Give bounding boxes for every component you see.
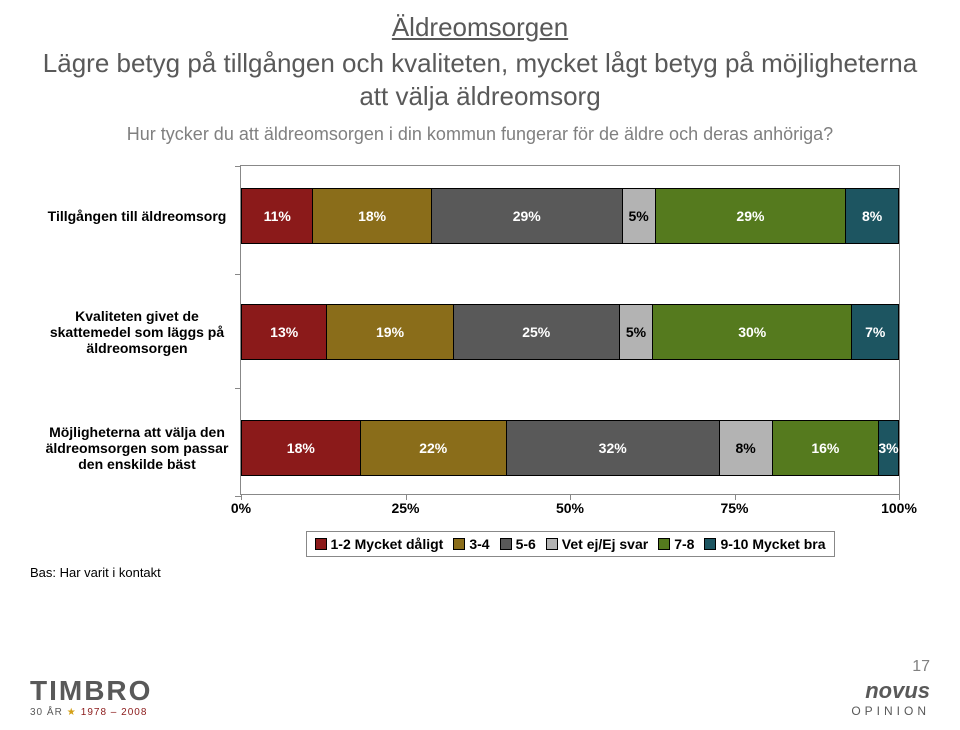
x-tick-label: 25%: [391, 500, 419, 516]
legend-item: 9-10 Mycket bra: [704, 536, 825, 552]
timbro-logo-sub: 30 ÅR ★ 1978 – 2008: [30, 707, 147, 718]
bar-row: Tillgången till äldreomsorg11%18%29%5%29…: [241, 188, 899, 244]
novus-logo-text: novus: [851, 678, 930, 704]
bar-segment: 8%: [846, 188, 899, 244]
legend-item: Vet ej/Ej svar: [546, 536, 648, 552]
bar-segment: 7%: [852, 304, 899, 360]
legend-label: 1-2 Mycket dåligt: [331, 536, 444, 552]
bar-segment: 11%: [241, 188, 313, 244]
star-icon: ★: [67, 707, 77, 718]
x-tick-label: 50%: [556, 500, 584, 516]
legend-swatch: [704, 538, 716, 550]
bar-segment: 13%: [241, 304, 327, 360]
bar-segment: 29%: [656, 188, 847, 244]
y-tick: [235, 166, 241, 167]
bar-row: Möjligheterna att välja den äldreomsorge…: [241, 420, 899, 476]
chart-footnote: Bas: Har varit i kontakt: [30, 565, 930, 580]
x-tick-label: 75%: [720, 500, 748, 516]
bar-segment: 18%: [241, 420, 361, 476]
legend-label: 5-6: [516, 536, 536, 552]
chart-title-rest: Lägre betyg på tillgången och kvaliteten…: [30, 47, 930, 112]
legend-label: 7-8: [674, 536, 694, 552]
legend-swatch: [315, 538, 327, 550]
bar-row: Kvaliteten givet de skattemedel som lägg…: [241, 304, 899, 360]
legend-item: 3-4: [453, 536, 489, 552]
timbro-range: 1978 – 2008: [81, 707, 148, 718]
legend-label: Vet ej/Ej svar: [562, 536, 648, 552]
legend-swatch: [500, 538, 512, 550]
bar-segment: 18%: [313, 188, 431, 244]
bar-row-label: Möjligheterna att välja den äldreomsorge…: [41, 424, 241, 472]
bar-segment: 5%: [620, 304, 653, 360]
bar-segment: 22%: [361, 420, 507, 476]
chart-legend: 1-2 Mycket dåligt 3-4 5-6 Vet ej/Ej svar 7-8…: [306, 531, 835, 557]
legend-swatch: [658, 538, 670, 550]
legend-label: 3-4: [469, 536, 489, 552]
bar-segment: 16%: [773, 420, 879, 476]
bar-segment: 5%: [623, 188, 656, 244]
chart-title-underlined: Äldreomsorgen: [30, 12, 930, 43]
x-tick-label: 0%: [231, 500, 251, 516]
timbro-years: 30 ÅR: [30, 707, 63, 718]
bar-segment: 29%: [432, 188, 623, 244]
legend-item: 1-2 Mycket dåligt: [315, 536, 444, 552]
page-number: 17: [912, 658, 930, 676]
bar-row-label: Kvaliteten givet de skattemedel som lägg…: [41, 308, 241, 356]
novus-logo-sub: OPINION: [851, 704, 930, 718]
y-tick: [235, 274, 241, 275]
timbro-logo-text: TIMBRO: [30, 675, 152, 707]
stacked-bar: 11%18%29%5%29%8%: [241, 188, 899, 244]
bar-segment: 30%: [653, 304, 852, 360]
legend-label: 9-10 Mycket bra: [720, 536, 825, 552]
stacked-bar: 18%22%32%8%16%3%: [241, 420, 899, 476]
bar-segment: 3%: [879, 420, 899, 476]
x-tick-label: 100%: [881, 500, 917, 516]
timbro-logo: TIMBRO 30 ÅR ★ 1978 – 2008: [30, 675, 152, 718]
legend-item: 7-8: [658, 536, 694, 552]
chart-plot: Tillgången till äldreomsorg11%18%29%5%29…: [240, 165, 900, 495]
novus-logo: novus OPINION: [851, 678, 930, 718]
legend-swatch: [453, 538, 465, 550]
bar-segment: 19%: [327, 304, 453, 360]
bar-segment: 25%: [454, 304, 620, 360]
chart-area: Tillgången till äldreomsorg11%18%29%5%29…: [30, 165, 930, 557]
chart-subtitle: Hur tycker du att äldreomsorgen i din ko…: [30, 124, 930, 145]
legend-item: 5-6: [500, 536, 536, 552]
footer: TIMBRO 30 ÅR ★ 1978 – 2008 novus OPINION: [30, 675, 930, 718]
bar-row-label: Tillgången till äldreomsorg: [41, 208, 241, 224]
legend-swatch: [546, 538, 558, 550]
stacked-bar: 13%19%25%5%30%7%: [241, 304, 899, 360]
bar-segment: 32%: [507, 420, 720, 476]
y-tick: [235, 388, 241, 389]
bar-segment: 8%: [720, 420, 773, 476]
